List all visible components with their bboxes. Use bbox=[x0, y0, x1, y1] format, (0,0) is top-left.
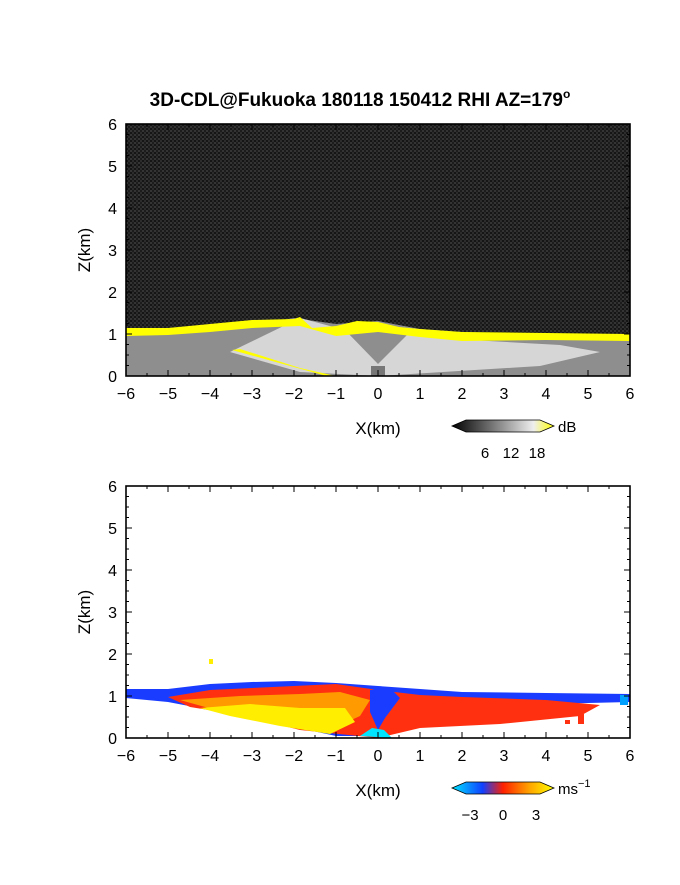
y-tick-label: 4 bbox=[108, 563, 117, 580]
colorbar-unit: ms−1 bbox=[558, 778, 591, 798]
chart-title: 3D-CDL@Fukuoka 180118 150412 RHI AZ=179o bbox=[150, 87, 571, 111]
y-tick-label: 3 bbox=[108, 243, 117, 260]
y-tick-label: 3 bbox=[108, 605, 117, 622]
y-tick-label: 2 bbox=[108, 285, 117, 302]
speckle bbox=[209, 659, 213, 664]
x-tick-label: 5 bbox=[584, 386, 593, 403]
y-tick-label: 5 bbox=[108, 521, 117, 538]
colorbar-unit: dB bbox=[558, 419, 576, 436]
x-tick-label: 0 bbox=[374, 386, 383, 403]
y-tick-label: 0 bbox=[108, 731, 117, 748]
y-tick-label: 1 bbox=[108, 327, 117, 344]
x-tick-label: −2 bbox=[285, 386, 303, 403]
x-tick-label: 2 bbox=[458, 386, 467, 403]
velocity-field bbox=[126, 659, 630, 738]
x-tick-label: 2 bbox=[458, 748, 467, 765]
y-tick-label: 2 bbox=[108, 647, 117, 664]
velocity-panel: −6 −5 −4 −3 −2 −1 0 1 2 3 4 5 6 0 1 2 3 4 5 6 X(km) Z(km) −… bbox=[75, 479, 635, 824]
colorbar-tick: 6 bbox=[481, 445, 489, 462]
velocity-blue-centre bbox=[370, 688, 400, 730]
y-tick-label: 0 bbox=[108, 369, 117, 386]
colorbar-bar bbox=[450, 419, 556, 433]
title-main: 3D-CDL@Fukuoka 180118 150412 RHI AZ=179 bbox=[150, 90, 563, 111]
y-tick-label: 6 bbox=[108, 479, 117, 496]
speckle bbox=[578, 714, 584, 724]
colorbar: −3 0 3 ms−1 bbox=[450, 778, 591, 824]
x-tick-label: −3 bbox=[243, 748, 261, 765]
x-tick-label: −4 bbox=[201, 386, 219, 403]
y-tick-label: 4 bbox=[108, 201, 117, 218]
colorbar: 6 12 18 dB bbox=[450, 419, 576, 462]
title-degree: o bbox=[563, 87, 570, 101]
colorbar-tick: 3 bbox=[532, 807, 540, 824]
x-tick-label: −5 bbox=[159, 386, 177, 403]
speckle bbox=[620, 695, 628, 705]
x-tick-label: −1 bbox=[327, 386, 345, 403]
x-tick-label: −6 bbox=[117, 748, 135, 765]
colorbar-tick: −3 bbox=[461, 807, 478, 824]
ground-edge-echo bbox=[232, 349, 336, 376]
y-axis-label: Z(km) bbox=[75, 590, 94, 634]
x-tick-label: 6 bbox=[626, 386, 635, 403]
x-tick-label: 1 bbox=[416, 748, 425, 765]
colorbar-tick: 18 bbox=[529, 445, 546, 462]
strong-echo-cone bbox=[230, 318, 600, 376]
colorbar-bar bbox=[450, 781, 556, 795]
x-tick-label: −3 bbox=[243, 386, 261, 403]
y-tick-label: 1 bbox=[108, 689, 117, 706]
x-tick-label: −1 bbox=[327, 748, 345, 765]
velocity-yellow bbox=[200, 704, 355, 734]
reflectivity-field bbox=[126, 124, 630, 376]
x-axis-label: X(km) bbox=[355, 419, 400, 438]
colorbar-tick: 0 bbox=[499, 807, 507, 824]
x-tick-label: −4 bbox=[201, 748, 219, 765]
x-tick-label: −2 bbox=[285, 748, 303, 765]
colorbar-unit-exponent: −1 bbox=[578, 778, 591, 790]
x-tick-label: 6 bbox=[626, 748, 635, 765]
yellow-layer-top bbox=[126, 317, 630, 341]
colorbar-unit-text: ms bbox=[558, 781, 578, 798]
x-tick-label: 1 bbox=[416, 386, 425, 403]
velocity-cyan-surface bbox=[360, 728, 392, 738]
colorbar-tick: 12 bbox=[503, 445, 520, 462]
x-tick-label: −6 bbox=[117, 386, 135, 403]
y-tick-label: 6 bbox=[108, 117, 117, 134]
speckle bbox=[565, 720, 570, 724]
x-tick-label: 0 bbox=[374, 748, 383, 765]
y-axis-label: Z(km) bbox=[75, 228, 94, 272]
x-tick-label: −5 bbox=[159, 748, 177, 765]
x-tick-label: 5 bbox=[584, 748, 593, 765]
x-tick-label: 3 bbox=[500, 386, 509, 403]
x-tick-label: 4 bbox=[542, 386, 551, 403]
y-tick-label: 5 bbox=[108, 159, 117, 176]
x-tick-label: 4 bbox=[542, 748, 551, 765]
x-tick-label: 3 bbox=[500, 748, 509, 765]
x-axis-label: X(km) bbox=[355, 781, 400, 800]
